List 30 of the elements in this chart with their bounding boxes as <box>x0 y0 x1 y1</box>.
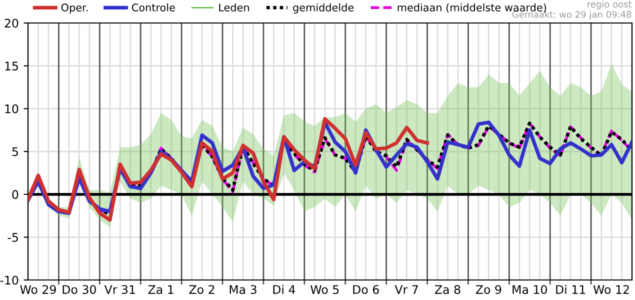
x-tick-label: Do 6 <box>353 285 379 294</box>
x-tick-label: Ma 3 <box>230 285 256 294</box>
line-series <box>28 117 430 222</box>
y-tick-label: -5 <box>8 233 18 242</box>
x-tick-label: Di 4 <box>273 284 296 294</box>
y-tick-label: -10 <box>0 276 18 285</box>
x-tick-label: Vr 7 <box>394 285 418 294</box>
text: regio oost <box>588 0 632 10</box>
x-tick-label: Wo 29 <box>20 285 56 294</box>
x-tick-label: Vr 31 <box>104 285 135 294</box>
x-tick-label: Za 1 <box>148 285 174 294</box>
legend-label: gemiddelde <box>293 3 354 14</box>
x-tick-label: Za 8 <box>434 285 460 294</box>
x-tick-label: Zo 2 <box>189 285 214 294</box>
text: Gemaakt: wo 29 jan 09:48 <box>512 10 632 20</box>
y-tick-label: 10 <box>5 104 18 114</box>
x-tick-label: Wo 5 <box>310 285 339 294</box>
x-tick-label: Wo 12 <box>593 285 629 294</box>
y-tick-label: 15 <box>5 62 18 70</box>
x-tick-label: Do 30 <box>62 285 96 294</box>
y-tick-label: 5 <box>12 147 18 156</box>
y-tick-label: 20 <box>4 18 18 28</box>
x-tick-label: Di 11 <box>556 284 586 294</box>
legend-label: mediaan (middelste waarde) <box>398 3 546 13</box>
x-tick-label: Zo 9 <box>476 285 502 294</box>
y-tick-label: 0 <box>12 190 18 199</box>
x-tick-label: Ma 10 <box>512 285 547 294</box>
legend-label: Leden <box>219 3 249 12</box>
legend-label: Controle <box>132 3 175 12</box>
legend-label: Oper. <box>61 4 88 14</box>
